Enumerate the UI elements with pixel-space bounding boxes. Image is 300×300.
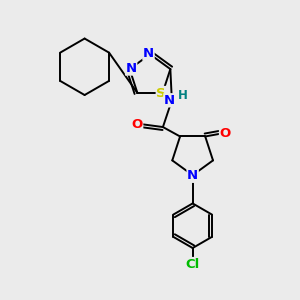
Text: H: H [178, 89, 188, 102]
Text: O: O [131, 118, 143, 130]
Text: S: S [156, 86, 166, 100]
Text: N: N [126, 62, 137, 75]
Text: N: N [164, 94, 175, 107]
Text: O: O [220, 127, 231, 140]
Text: Cl: Cl [185, 258, 200, 271]
Text: N: N [187, 169, 198, 182]
Text: N: N [143, 47, 154, 60]
